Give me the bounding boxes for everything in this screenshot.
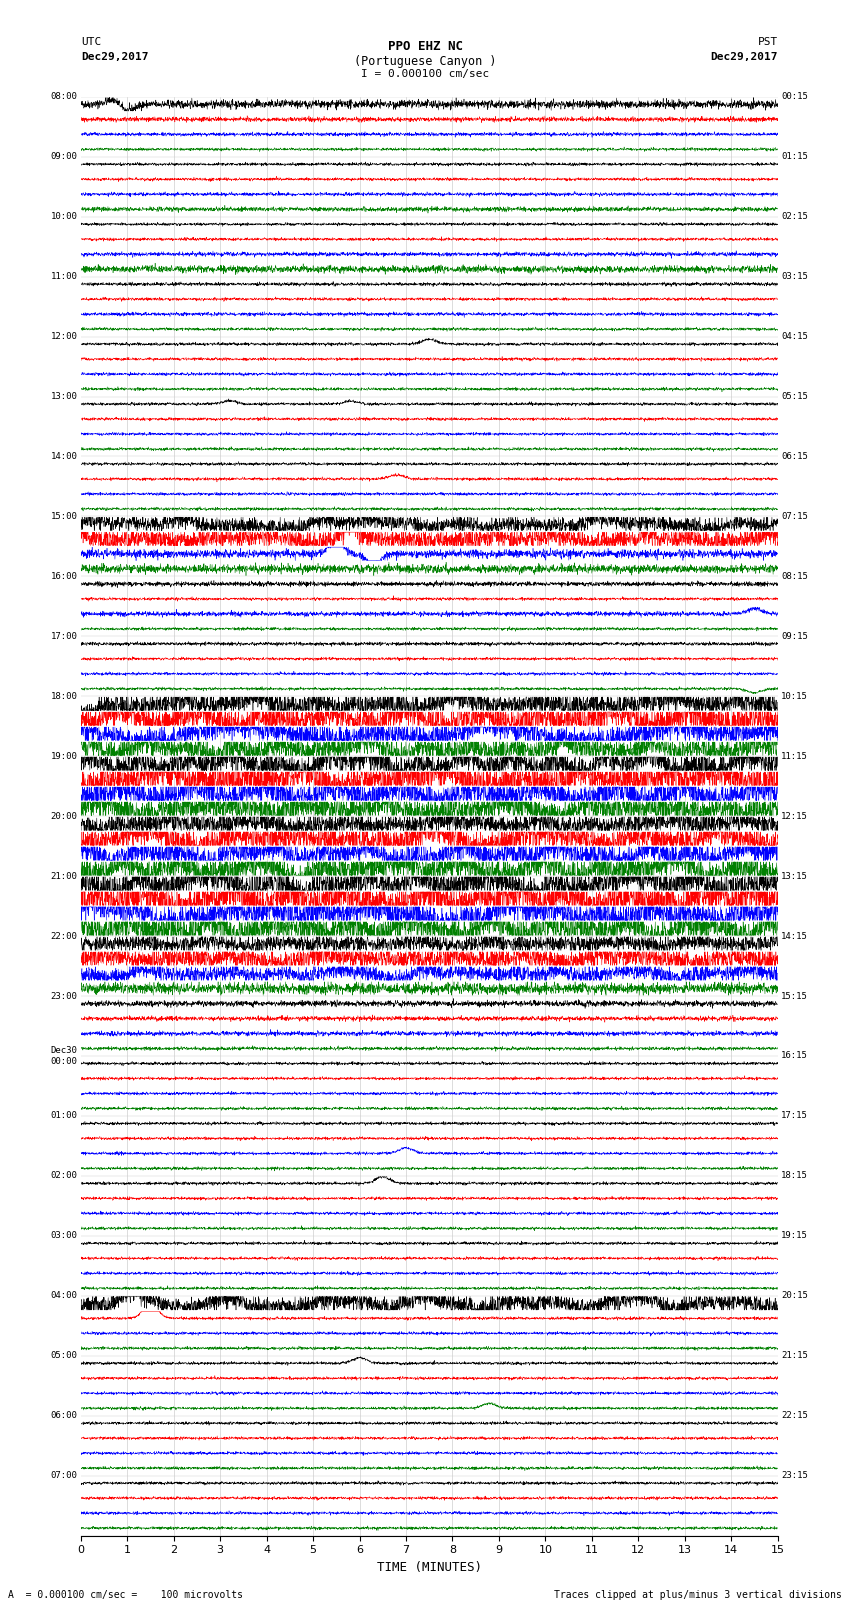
Text: 06:15: 06:15: [781, 452, 808, 461]
Text: 20:00: 20:00: [50, 811, 77, 821]
Text: 18:15: 18:15: [781, 1171, 808, 1181]
Text: 21:00: 21:00: [50, 871, 77, 881]
Text: 01:00: 01:00: [50, 1111, 77, 1121]
Text: 10:00: 10:00: [50, 213, 77, 221]
Text: 04:00: 04:00: [50, 1292, 77, 1300]
Text: PPO EHZ NC: PPO EHZ NC: [388, 40, 462, 53]
Text: 09:15: 09:15: [781, 632, 808, 640]
Text: 22:00: 22:00: [50, 932, 77, 940]
X-axis label: TIME (MINUTES): TIME (MINUTES): [377, 1561, 482, 1574]
Text: 20:15: 20:15: [781, 1292, 808, 1300]
Text: 09:00: 09:00: [50, 152, 77, 161]
Text: 17:00: 17:00: [50, 632, 77, 640]
Text: 06:00: 06:00: [50, 1411, 77, 1419]
Text: 17:15: 17:15: [781, 1111, 808, 1121]
Text: 15:00: 15:00: [50, 511, 77, 521]
Text: 14:15: 14:15: [781, 932, 808, 940]
Text: 01:15: 01:15: [781, 152, 808, 161]
Text: 03:15: 03:15: [781, 273, 808, 281]
Text: 03:00: 03:00: [50, 1231, 77, 1240]
Text: Traces clipped at plus/minus 3 vertical divisions: Traces clipped at plus/minus 3 vertical …: [553, 1590, 842, 1600]
Text: Dec29,2017: Dec29,2017: [81, 52, 148, 61]
Text: 19:00: 19:00: [50, 752, 77, 761]
Text: 00:15: 00:15: [781, 92, 808, 102]
Text: 08:15: 08:15: [781, 573, 808, 581]
Text: 07:15: 07:15: [781, 511, 808, 521]
Text: I = 0.000100 cm/sec: I = 0.000100 cm/sec: [361, 69, 489, 79]
Text: 13:00: 13:00: [50, 392, 77, 402]
Text: 19:15: 19:15: [781, 1231, 808, 1240]
Text: Dec29,2017: Dec29,2017: [711, 52, 778, 61]
Text: 23:00: 23:00: [50, 992, 77, 1000]
Text: 05:00: 05:00: [50, 1352, 77, 1360]
Text: 18:00: 18:00: [50, 692, 77, 700]
Text: 16:00: 16:00: [50, 573, 77, 581]
Text: 15:15: 15:15: [781, 992, 808, 1000]
Text: 14:00: 14:00: [50, 452, 77, 461]
Text: 11:15: 11:15: [781, 752, 808, 761]
Text: 22:15: 22:15: [781, 1411, 808, 1419]
Text: 07:00: 07:00: [50, 1471, 77, 1481]
Text: 02:00: 02:00: [50, 1171, 77, 1181]
Text: 08:00: 08:00: [50, 92, 77, 102]
Text: 05:15: 05:15: [781, 392, 808, 402]
Text: 12:15: 12:15: [781, 811, 808, 821]
Text: 04:15: 04:15: [781, 332, 808, 340]
Text: 02:15: 02:15: [781, 213, 808, 221]
Text: PST: PST: [757, 37, 778, 47]
Text: 21:15: 21:15: [781, 1352, 808, 1360]
Text: Dec30
00:00: Dec30 00:00: [50, 1047, 77, 1066]
Text: 23:15: 23:15: [781, 1471, 808, 1481]
Text: 16:15: 16:15: [781, 1052, 808, 1060]
Text: UTC: UTC: [81, 37, 101, 47]
Text: (Portuguese Canyon ): (Portuguese Canyon ): [354, 55, 496, 68]
Text: 10:15: 10:15: [781, 692, 808, 700]
Text: 11:00: 11:00: [50, 273, 77, 281]
Text: 13:15: 13:15: [781, 871, 808, 881]
Text: A  = 0.000100 cm/sec =    100 microvolts: A = 0.000100 cm/sec = 100 microvolts: [8, 1590, 243, 1600]
Text: 12:00: 12:00: [50, 332, 77, 340]
